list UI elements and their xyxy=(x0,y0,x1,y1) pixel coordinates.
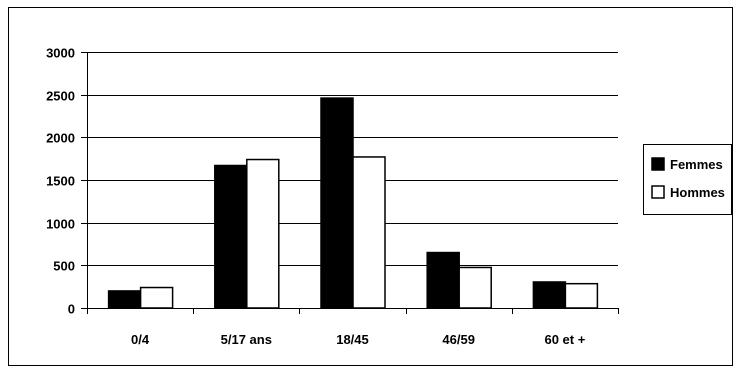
bar-hommes-0-4 xyxy=(139,286,174,309)
legend-label-hommes: Hommes xyxy=(670,185,725,200)
gridlines xyxy=(87,52,618,266)
x-tick-label-5-17-ans: 5/17 ans xyxy=(221,332,272,347)
legend: Femmes Hommes xyxy=(643,144,732,215)
bar-femmes-18-45 xyxy=(320,97,354,309)
x-tick-label-60-et: 60 et + xyxy=(544,332,585,347)
bar-femmes-0-4 xyxy=(107,290,142,309)
bar-femmes-46-59 xyxy=(426,251,460,309)
bar-femmes-60-et xyxy=(532,281,567,309)
bars xyxy=(107,97,599,309)
bar-hommes-60-et xyxy=(564,282,599,309)
y-tick-label-2500: 2500 xyxy=(46,89,75,104)
legend-swatch-femmes xyxy=(651,157,665,171)
legend-swatch-hommes xyxy=(651,185,665,199)
y-tick-label-3000: 3000 xyxy=(46,46,75,61)
y-tick-label-1500: 1500 xyxy=(46,174,75,189)
legend-box xyxy=(643,144,732,215)
y-tick-label-2000: 2000 xyxy=(46,131,75,146)
x-tick-label-18-45: 18/45 xyxy=(336,332,369,347)
x-tick-label-0-4: 0/4 xyxy=(131,332,150,347)
bar-hommes-18-45 xyxy=(352,156,386,309)
y-tick-label-1000: 1000 xyxy=(46,217,75,232)
y-tick-label-0: 0 xyxy=(68,302,75,317)
bar-femmes-5-17-ans xyxy=(214,164,248,309)
axes: 0 500 1000 1500 2000 2500 3000 0/4 5/17 ans 18/45… xyxy=(46,46,619,347)
y-tick-label-500: 500 xyxy=(53,259,75,274)
bar-hommes-46-59 xyxy=(458,266,492,309)
legend-label-femmes: Femmes xyxy=(670,157,723,172)
x-tick-label-46-59: 46/59 xyxy=(442,332,475,347)
bar-hommes-5-17-ans xyxy=(246,158,280,309)
